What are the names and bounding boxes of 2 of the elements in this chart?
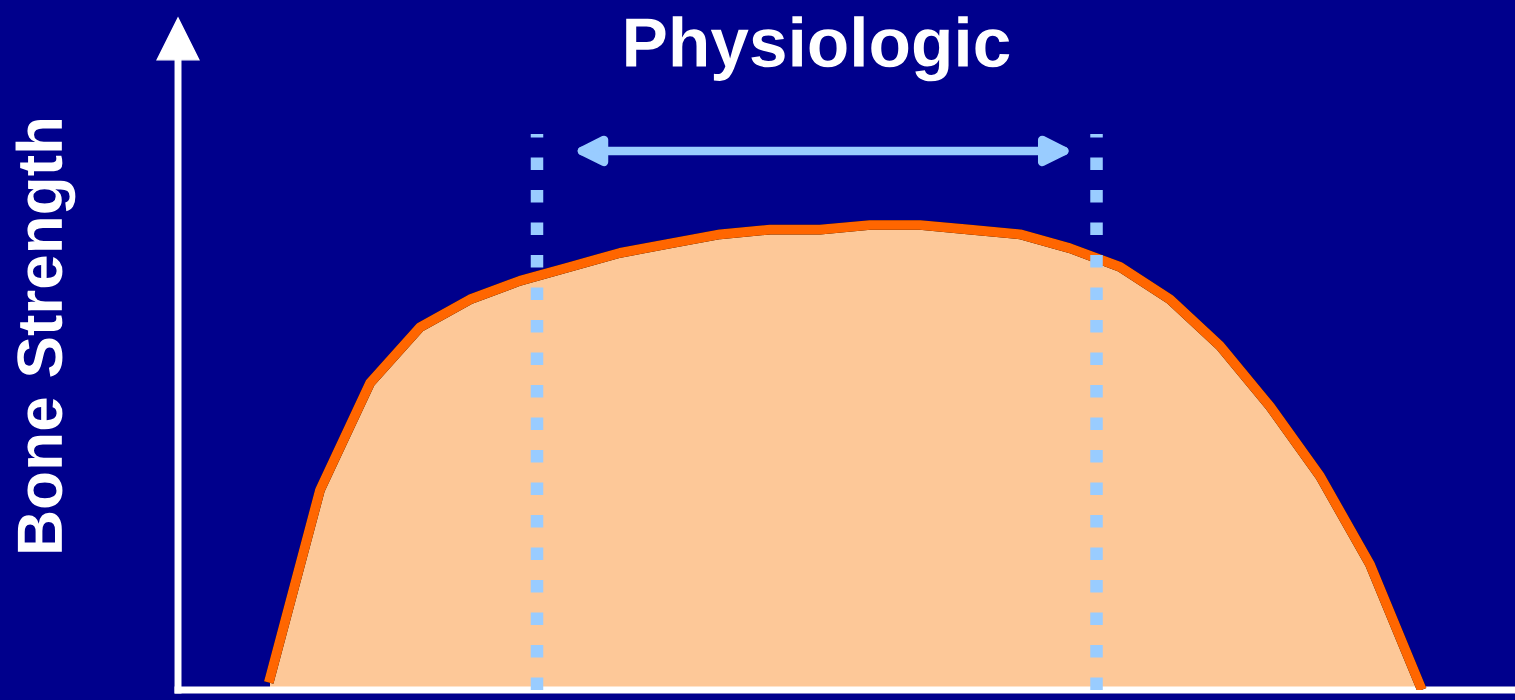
y-axis-title: Bone Strength	[15, 119, 76, 552]
text: Physiologic	[626, 16, 1010, 82]
